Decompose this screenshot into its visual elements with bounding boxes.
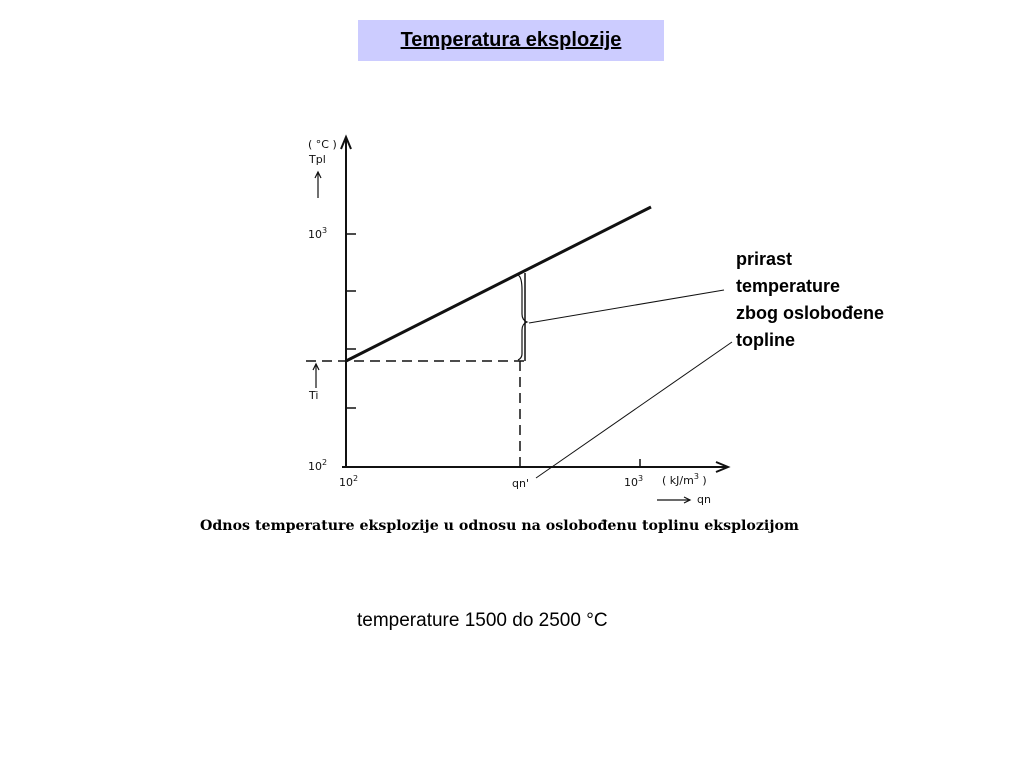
x-tick-label-high: 103 xyxy=(624,474,643,489)
title-box: Temperatura eksplozije xyxy=(358,20,664,61)
y-axis-arrowhead xyxy=(340,134,352,150)
annotation-line: zbog oslobođene xyxy=(736,303,884,323)
temperature-range-text: temperature 1500 do 2500 °C xyxy=(357,610,608,631)
annotation-line: prirast xyxy=(736,249,793,269)
y-tick-label-low: 102 xyxy=(308,458,327,473)
x-tick-label-low: 102 xyxy=(339,474,358,489)
qn-prime-label: qn' xyxy=(512,477,529,490)
y-unit-label: ( °C ) xyxy=(308,138,337,151)
x-axis-arrowhead xyxy=(715,461,731,473)
ti-label: Ti xyxy=(308,389,318,402)
figure-caption: Odnos temperature eksplozije u odnosu na… xyxy=(200,518,799,534)
x-unit-label: ( kJ/m3 ) xyxy=(662,472,707,487)
x-axis-label: qn xyxy=(697,493,711,506)
leader-line-qn xyxy=(535,341,733,479)
slide-title: Temperatura eksplozije xyxy=(400,29,622,51)
annotation-line: topline xyxy=(736,330,795,350)
tpl-arrowhead xyxy=(314,170,322,179)
ti-arrowhead xyxy=(312,362,320,371)
leader-line-brace xyxy=(528,289,725,324)
annotation-line: temperature xyxy=(736,276,841,296)
annotation: prirast temperature zbog oslobođene topl… xyxy=(736,246,884,354)
qn-arrowhead xyxy=(683,496,692,504)
y-tick-label-high: 103 xyxy=(308,226,327,241)
increment-brace xyxy=(517,274,529,361)
y-axis-label: Tpl xyxy=(308,153,326,166)
temperature-line xyxy=(345,205,652,363)
